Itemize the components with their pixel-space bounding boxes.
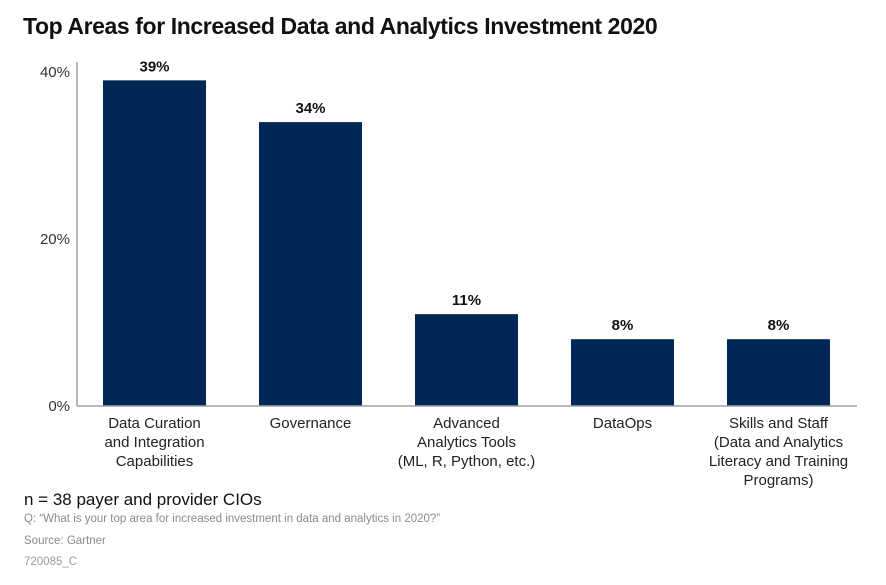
bar-value-label: 39% (139, 58, 169, 75)
y-axis-ticks: 0% 20% 40% (40, 64, 70, 415)
x-category-label: Advanced Analytics Tools (ML, R, Python, e… (398, 415, 536, 470)
bar (571, 339, 674, 406)
x-category-label-line: DataOps (593, 415, 652, 432)
x-category-label-line: Governance (270, 415, 352, 432)
bar-value-label: 34% (295, 100, 325, 117)
bar-value-label: 11% (452, 292, 481, 309)
x-category-label-line: Advanced (433, 415, 500, 432)
x-category-label-line: Programs) (743, 472, 813, 489)
bars (103, 80, 830, 406)
y-tick-label: 40% (40, 64, 70, 81)
bar (727, 339, 830, 406)
x-category-label: DataOps (593, 415, 652, 432)
bar (415, 314, 518, 406)
x-category-label-line: and Integration (104, 434, 204, 451)
x-category-label-line: Analytics Tools (417, 434, 516, 451)
y-tick-label: 0% (48, 398, 70, 415)
x-category-label-line: (ML, R, Python, etc.) (398, 453, 536, 470)
x-category-label-line: (Data and Analytics (714, 434, 843, 451)
bar-value-label: 8% (612, 317, 634, 334)
x-category-label: Skills and Staff (Data and Analytics Liter… (709, 415, 848, 489)
bar (103, 80, 206, 406)
x-category-label-line: Literacy and Training (709, 453, 848, 470)
source-note: Source: Gartner (24, 535, 106, 547)
value-labels: 39% 34% 11% 8% 8% (139, 58, 789, 334)
sample-size-note: n = 38 payer and provider CIOs (24, 490, 262, 509)
x-category-label: Data Curation and Integration Capabilities (104, 415, 204, 470)
survey-question: Q: “What is your top area for increased … (24, 513, 441, 525)
bar-value-label: 8% (768, 317, 790, 334)
y-tick-label: 20% (40, 231, 70, 248)
figure-id: 720085_C (24, 556, 78, 568)
x-axis-labels: Data Curation and Integration Capabilities… (104, 415, 848, 489)
x-category-label-line: Data Curation (108, 415, 201, 432)
x-category-label-line: Skills and Staff (729, 415, 829, 432)
x-category-label-line: Capabilities (116, 453, 194, 470)
bar (259, 122, 362, 406)
x-category-label: Governance (270, 415, 352, 432)
chart-title: Top Areas for Increased Data and Analyti… (23, 13, 658, 39)
